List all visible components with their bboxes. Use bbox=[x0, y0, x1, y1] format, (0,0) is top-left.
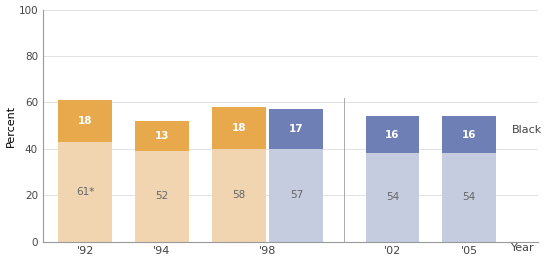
Bar bbox=[135, 151, 189, 242]
Text: Year: Year bbox=[511, 243, 535, 253]
Text: 52: 52 bbox=[155, 191, 169, 201]
Text: 54: 54 bbox=[386, 193, 399, 203]
Bar bbox=[269, 109, 323, 149]
Bar bbox=[365, 154, 419, 242]
Text: Black: Black bbox=[511, 125, 542, 135]
Bar bbox=[269, 149, 323, 242]
Text: 57: 57 bbox=[290, 190, 303, 200]
Bar bbox=[58, 142, 112, 242]
Bar bbox=[58, 100, 112, 142]
Text: 54: 54 bbox=[463, 193, 476, 203]
Text: 58: 58 bbox=[232, 190, 245, 200]
Text: 18: 18 bbox=[78, 116, 93, 126]
Text: 17: 17 bbox=[289, 124, 304, 134]
Bar bbox=[212, 107, 266, 149]
Bar bbox=[212, 149, 266, 242]
Bar bbox=[442, 154, 496, 242]
Bar bbox=[135, 121, 189, 151]
Text: 13: 13 bbox=[155, 131, 169, 141]
Text: 16: 16 bbox=[462, 130, 477, 140]
Text: 16: 16 bbox=[385, 130, 399, 140]
Bar bbox=[442, 116, 496, 154]
Text: 61*: 61* bbox=[76, 187, 94, 197]
Text: 18: 18 bbox=[231, 123, 246, 133]
Y-axis label: Percent: Percent bbox=[6, 105, 15, 147]
Bar bbox=[365, 116, 419, 154]
